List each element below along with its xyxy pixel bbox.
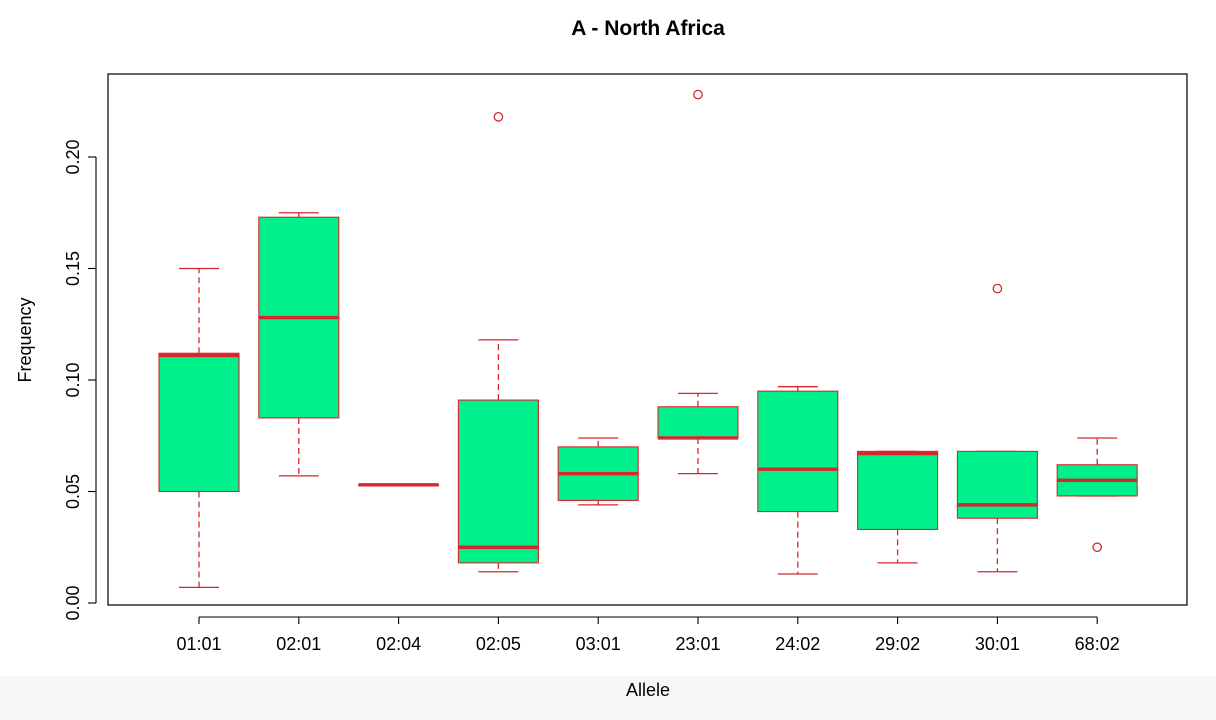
boxes-layer [158, 89, 1138, 589]
x-tick-label: 02:05 [476, 634, 521, 654]
x-tick-label: 01:01 [176, 634, 221, 654]
iqr-box [857, 450, 939, 530]
chart-title: A - North Africa [571, 17, 725, 40]
x-tick-label: 03:01 [576, 634, 621, 654]
iqr-box [956, 450, 1038, 519]
y-axis-label: Frequency [15, 297, 35, 382]
x-tick-label: 23:01 [675, 634, 720, 654]
x-tick-label: 02:01 [276, 634, 321, 654]
y-tick-label: 0.00 [63, 585, 83, 620]
outlier-point [693, 89, 703, 100]
outlier-point [992, 283, 1003, 294]
x-axis-label: Allele [626, 680, 670, 700]
outlier-point [493, 112, 504, 122]
outlier-point [1092, 542, 1103, 553]
iqr-box [657, 406, 739, 439]
box-02-01 [258, 212, 340, 477]
x-tick-label: 29:02 [875, 634, 920, 654]
y-tick-label: 0.15 [63, 251, 83, 286]
x-axis: 01:01 02:01 02:04 02:05 03:01 23:01 24:02 29:02… [176, 616, 1120, 654]
x-tick-label: 24:02 [775, 634, 820, 654]
iqr-box [757, 390, 839, 513]
iqr-box [457, 399, 539, 564]
plot-frame [107, 73, 1188, 606]
box-01-01 [158, 267, 240, 589]
box-30-01 [956, 283, 1038, 573]
y-tick-label: 0.10 [63, 362, 83, 397]
box-03-01 [557, 437, 639, 506]
y-axis: 0.00 0.05 0.10 0.15 0.20 [63, 139, 97, 621]
x-tick-label: 02:04 [376, 634, 421, 654]
x-tick-label: 68:02 [1075, 634, 1120, 654]
iqr-box [158, 352, 240, 493]
box-23-01 [657, 89, 739, 475]
y-tick-label: 0.05 [63, 474, 83, 509]
y-tick-label: 0.20 [63, 139, 83, 174]
box-02-04 [358, 483, 440, 487]
box-02-05 [457, 112, 539, 573]
bottom-strip [0, 676, 1216, 720]
box-29-02 [857, 450, 939, 564]
box-24-02 [757, 386, 839, 575]
box-68-02 [1056, 437, 1138, 553]
x-tick-label: 30:01 [975, 634, 1020, 654]
